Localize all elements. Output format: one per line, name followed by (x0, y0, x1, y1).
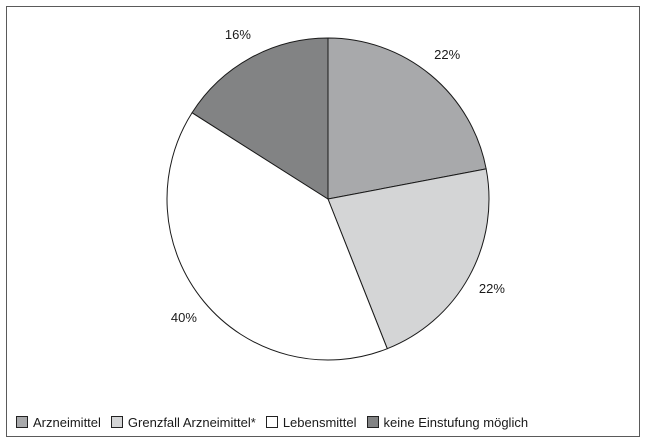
legend-label: Grenzfall Arzneimittel* (127, 414, 256, 430)
slice-label: 22% (479, 281, 505, 296)
pie-slice (327, 37, 487, 200)
pie-slices (166, 37, 490, 361)
slice-label: 16% (225, 27, 251, 42)
legend-label: Lebensmittel (282, 414, 357, 430)
legend-item-lebensmittel: Lebensmittel (265, 414, 357, 430)
legend-swatch (265, 416, 278, 428)
legend: Arzneimittel Grenzfall Arzneimittel* Leb… (16, 412, 538, 432)
pie-labels: 22% 22% 40% 16% (171, 27, 505, 325)
pie-slice (166, 112, 388, 361)
legend-item-arzneimittel: Arzneimittel (16, 415, 101, 430)
legend-item-grenzfall-arzneimittel: Grenzfall Arzneimittel* (110, 414, 256, 430)
slice-label: 40% (171, 310, 197, 325)
pie-slice (191, 37, 329, 200)
legend-label: Arzneimittel (33, 414, 101, 430)
legend-swatch (366, 416, 379, 428)
slice-label: 22% (434, 47, 460, 62)
legend-swatch (110, 416, 123, 428)
legend-item-keine-einstufung: keine Einstufung möglich (366, 414, 529, 430)
pie-slice (327, 168, 490, 350)
legend-label: keine Einstufung möglich (383, 414, 529, 430)
legend-swatch (16, 416, 28, 428)
